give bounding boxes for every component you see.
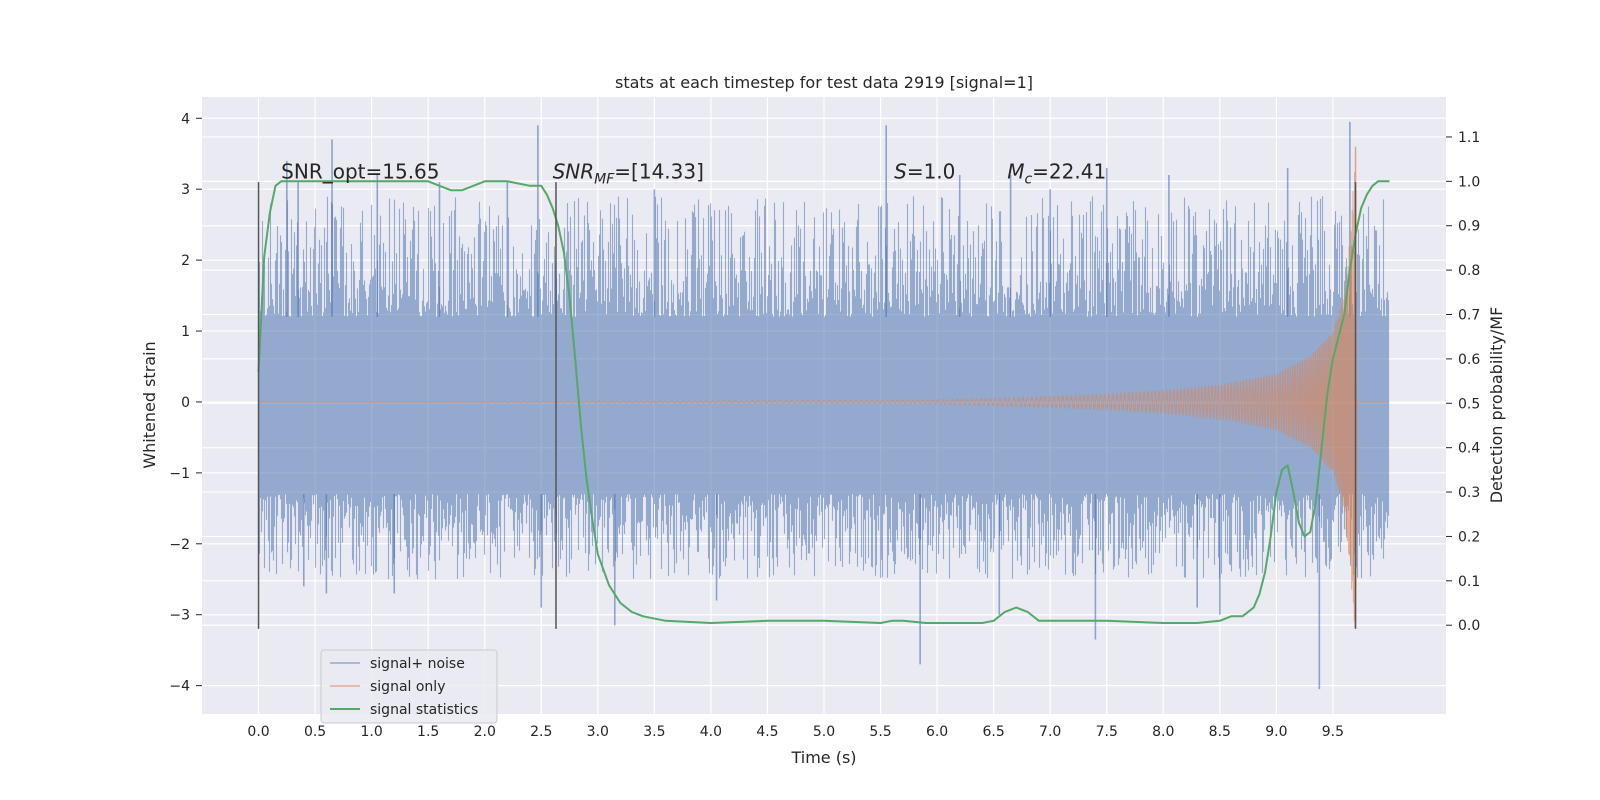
y-left-tick-label: −2 bbox=[169, 537, 190, 553]
x-tick-label: 8.0 bbox=[1152, 724, 1174, 740]
y-axis-right: 1.1 1.0 0.9 0.8 0.7 0.6 0.5 0.4 0.3 0.2 0.1 0.0 bbox=[1446, 130, 1480, 634]
x-tick-label: 0.0 bbox=[247, 724, 269, 740]
x-tick-label: 5.0 bbox=[813, 724, 835, 740]
chart-title: stats at each timestep for test data 291… bbox=[615, 73, 1033, 92]
y-left-tick-label: 2 bbox=[181, 253, 190, 269]
y-left-tick-label: 4 bbox=[181, 111, 190, 127]
y-left-tick-label: 1 bbox=[181, 324, 190, 340]
x-tick-label: 9.5 bbox=[1322, 724, 1344, 740]
legend-label-signal-statistics: signal statistics bbox=[370, 702, 478, 718]
y-right-tick-label: 0.2 bbox=[1458, 529, 1480, 545]
x-tick-label: 2.5 bbox=[530, 724, 552, 740]
y-axis-left: 4 3 2 1 0 −1 −2 −3 −4 bbox=[169, 111, 202, 695]
x-tick-label: 4.0 bbox=[700, 724, 722, 740]
legend-label-signal-only: signal only bbox=[370, 679, 445, 695]
legend-box bbox=[320, 649, 498, 724]
x-tick-label: 1.0 bbox=[361, 724, 383, 740]
x-tick-label: 0.5 bbox=[304, 724, 326, 740]
y-right-tick-label: 1.1 bbox=[1458, 130, 1480, 146]
annotations: SNR_opt=15.65 SNRMF=[14.33] S=1.0 Mc=22.41 bbox=[281, 160, 1106, 188]
y-right-tick-label: 0.7 bbox=[1458, 308, 1480, 324]
y-right-tick-label: 0.0 bbox=[1458, 618, 1480, 634]
annotation-part: SNR bbox=[553, 160, 595, 184]
y-right-tick-label: 1.0 bbox=[1458, 174, 1480, 190]
x-tick-label: 7.5 bbox=[1096, 724, 1118, 740]
y-axis-right-label: Detection probability/MF bbox=[1487, 307, 1506, 504]
series-signal-only bbox=[258, 172, 1390, 628]
y-right-tick-label: 0.1 bbox=[1458, 574, 1480, 590]
y-right-tick-label: 0.8 bbox=[1458, 263, 1480, 279]
series-signal-statistics bbox=[257, 180, 1390, 624]
annotation-part: MF bbox=[594, 172, 615, 188]
annotation-part: S bbox=[894, 160, 907, 184]
y-left-tick-label: −1 bbox=[169, 466, 190, 482]
annotation-part: =[14.33] bbox=[614, 160, 704, 184]
y-left-tick-label: 3 bbox=[181, 182, 190, 198]
annotation: SNR_opt=15.65 bbox=[281, 160, 439, 184]
x-tick-label: 6.5 bbox=[983, 724, 1005, 740]
legend: signal+ noise signal only signal statist… bbox=[320, 649, 498, 724]
y-left-tick-label: −4 bbox=[169, 679, 190, 695]
x-tick-label: 2.0 bbox=[474, 724, 496, 740]
x-tick-label: 4.5 bbox=[756, 724, 778, 740]
y-right-tick-label: 0.6 bbox=[1458, 352, 1480, 368]
x-tick-label: 1.5 bbox=[417, 724, 439, 740]
x-tick-label: 7.0 bbox=[1039, 724, 1061, 740]
annotation-part: M bbox=[1007, 160, 1024, 184]
x-tick-label: 8.5 bbox=[1209, 724, 1231, 740]
y-left-tick-label: −3 bbox=[169, 608, 190, 624]
x-tick-label: 5.5 bbox=[869, 724, 891, 740]
x-tick-label: 6.0 bbox=[926, 724, 948, 740]
annotation-part: c bbox=[1024, 172, 1032, 188]
annotation: S=1.0 bbox=[894, 160, 955, 184]
legend-label-signal-noise: signal+ noise bbox=[370, 656, 465, 672]
x-axis-label: Time (s) bbox=[790, 748, 856, 767]
annotation-part: =1.0 bbox=[907, 160, 956, 184]
x-axis: 0.0 0.5 1.0 1.5 2.0 2.5 3.0 3.5 4.0 4.5 5.0 5.5 6.0 6… bbox=[247, 724, 1344, 740]
vertical-lines bbox=[257, 182, 1357, 629]
annotation: SNRMF=[14.33] bbox=[553, 160, 704, 188]
x-tick-label: 3.5 bbox=[643, 724, 665, 740]
x-tick-label: 3.0 bbox=[587, 724, 609, 740]
annotation: Mc=22.41 bbox=[1007, 160, 1106, 188]
y-axis-left-label: Whitened strain bbox=[140, 341, 159, 468]
y-right-tick-label: 0.4 bbox=[1458, 441, 1480, 457]
y-left-tick-label: 0 bbox=[181, 395, 190, 411]
annotation-part: SNR_opt=15.65 bbox=[281, 160, 439, 184]
y-right-tick-label: 0.3 bbox=[1458, 485, 1480, 501]
y-right-tick-label: 0.5 bbox=[1458, 396, 1480, 412]
annotation-part: =22.41 bbox=[1032, 160, 1106, 184]
x-tick-label: 9.0 bbox=[1265, 724, 1287, 740]
y-right-tick-label: 0.9 bbox=[1458, 219, 1480, 235]
